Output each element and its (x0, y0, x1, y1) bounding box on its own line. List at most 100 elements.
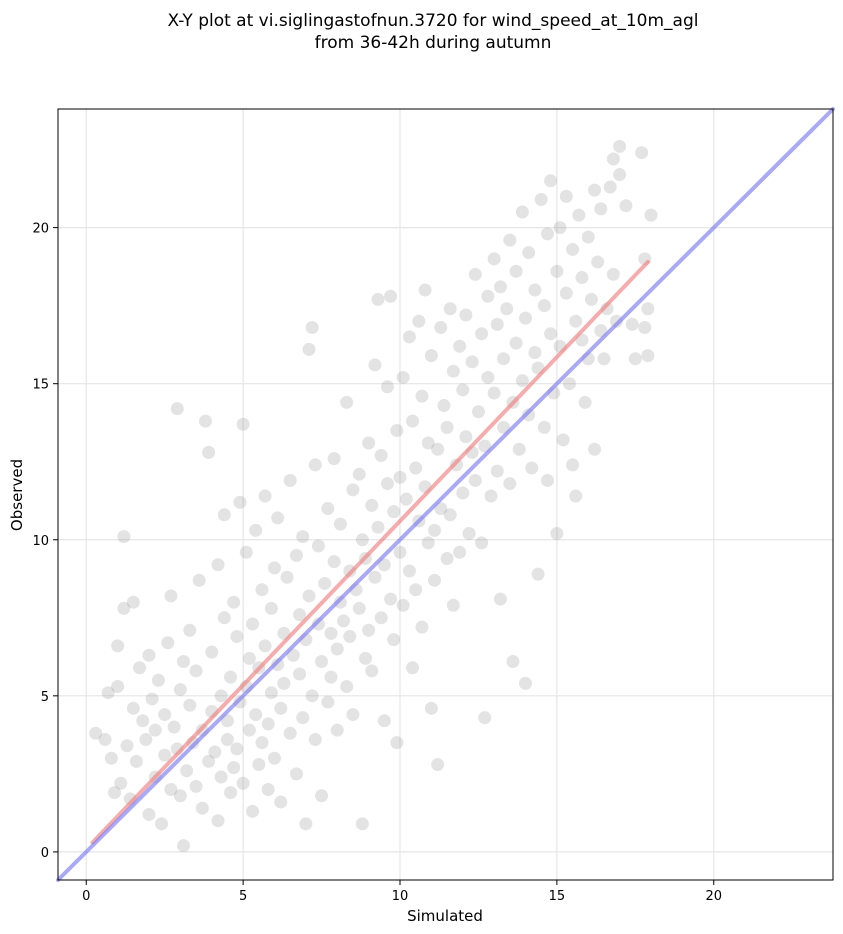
regression-fit-line (90, 259, 650, 845)
data-point (371, 292, 385, 306)
data-point (192, 573, 206, 587)
data-point (581, 230, 595, 244)
data-point (638, 321, 652, 335)
data-point (522, 408, 536, 422)
data-point (327, 555, 341, 569)
data-point (456, 486, 470, 500)
data-point (556, 433, 570, 447)
data-point (497, 352, 511, 366)
data-point (177, 839, 191, 853)
data-point (534, 193, 548, 207)
data-point (525, 461, 539, 475)
y-tick-label: 20 (32, 222, 49, 237)
data-point (224, 786, 238, 800)
data-point (628, 352, 642, 366)
data-point (167, 720, 181, 734)
data-point (368, 358, 382, 372)
data-point (387, 505, 401, 519)
data-point (406, 661, 420, 675)
data-point (337, 614, 351, 628)
scatter-points (89, 139, 658, 853)
data-point (393, 545, 407, 559)
data-point (139, 733, 153, 747)
data-point (311, 617, 325, 631)
data-point (569, 489, 583, 503)
data-point (377, 558, 391, 572)
data-point (415, 389, 429, 403)
data-point (164, 782, 178, 796)
data-point (246, 617, 260, 631)
data-point (198, 414, 212, 428)
data-point (380, 477, 394, 491)
data-point (249, 523, 263, 537)
data-point (340, 395, 354, 409)
data-point (227, 595, 241, 609)
data-point (358, 651, 372, 665)
data-point (553, 221, 567, 235)
data-point (236, 776, 250, 790)
data-point (519, 676, 533, 690)
data-point (644, 208, 658, 222)
data-point (233, 495, 247, 509)
data-point (195, 801, 209, 815)
data-point (515, 205, 529, 219)
data-point (459, 430, 473, 444)
data-point (453, 545, 467, 559)
data-point (493, 280, 507, 294)
data-point (324, 670, 338, 684)
y-tick-label: 15 (32, 378, 49, 393)
data-point (528, 283, 542, 297)
data-point (267, 751, 281, 765)
data-point (500, 302, 514, 316)
data-point (133, 661, 147, 675)
data-point (431, 442, 445, 456)
x-tick-label: 5 (239, 889, 247, 904)
data-point (365, 498, 379, 512)
data-point (308, 733, 322, 747)
data-point (280, 570, 294, 584)
data-point (308, 458, 322, 472)
data-point (424, 701, 438, 715)
data-point (475, 536, 489, 550)
data-point (365, 664, 379, 678)
data-point (283, 726, 297, 740)
data-point (277, 676, 291, 690)
data-point (424, 349, 438, 363)
data-point (346, 483, 360, 497)
data-point (104, 751, 118, 765)
data-point (111, 639, 125, 653)
data-point (89, 726, 103, 740)
data-point (101, 686, 115, 700)
data-point (610, 314, 624, 328)
data-point (409, 461, 423, 475)
data-point (566, 458, 580, 472)
data-point (114, 776, 128, 790)
data-point (412, 314, 426, 328)
data-point (233, 695, 247, 709)
data-point (559, 189, 573, 203)
data-point (120, 739, 134, 753)
x-tick-label: 20 (705, 889, 722, 904)
data-point (402, 564, 416, 578)
data-point (377, 714, 391, 728)
data-point (591, 255, 605, 269)
plot-frame (57, 108, 834, 881)
data-point (346, 708, 360, 722)
data-point (214, 689, 228, 703)
data-point (453, 339, 467, 353)
data-point (255, 736, 269, 750)
data-point (465, 355, 479, 369)
data-point (283, 473, 297, 487)
chart-title: X-Y plot at vi.siglingastofnun.3720 for … (167, 11, 698, 31)
data-point (205, 645, 219, 659)
data-point (387, 633, 401, 647)
data-point (126, 595, 140, 609)
data-point (509, 264, 523, 278)
data-point (242, 723, 256, 737)
data-point (189, 664, 203, 678)
data-point (211, 558, 225, 572)
data-point (158, 748, 172, 762)
data-point (271, 511, 285, 525)
data-point (443, 302, 457, 316)
data-point (606, 267, 620, 281)
